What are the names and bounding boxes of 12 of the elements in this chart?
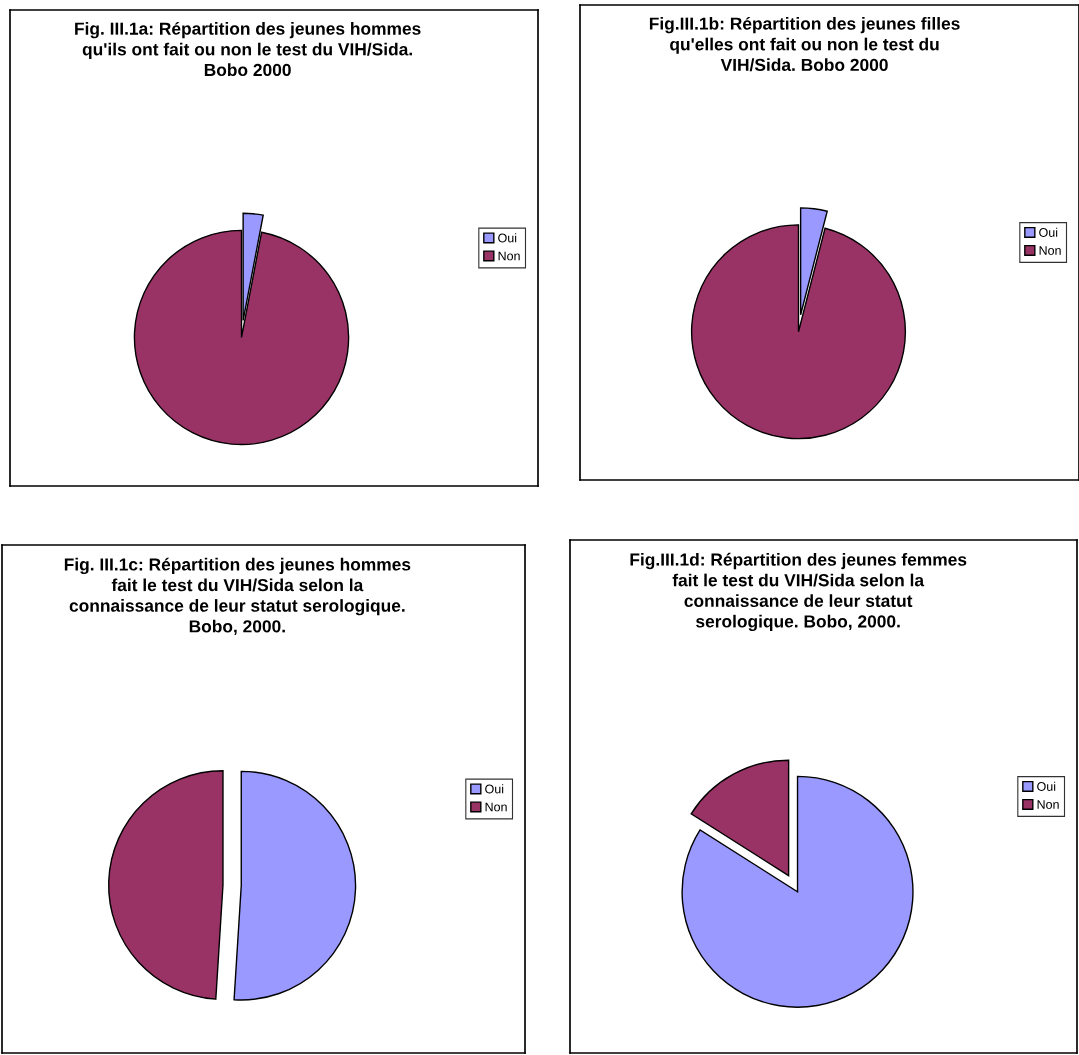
legend-label: Non bbox=[1037, 800, 1059, 809]
legend-label: Oui bbox=[485, 784, 504, 794]
chart-title: Fig.III.1d: Répartition des jeunes femmes fait le test du VIH/Sida selon la connaissance de leur statut serologique. Bobo, 2000. bbox=[630, 552, 967, 632]
chart-title: Fig. III.1a: Répartition des jeunes hommes qu'ils ont fait ou non le test du VIH/Sida. Bobo 2000 bbox=[75, 21, 421, 77]
legend-label: Oui bbox=[1039, 227, 1058, 237]
chart-title: Fig. III.1c: Répartition des jeunes hommes fait le test du VIH/Sida selon la connaissance de leur statut serologique. Bobo, 2000. bbox=[64, 557, 411, 636]
legend-label: Non bbox=[498, 251, 520, 261]
legend-label: Oui bbox=[1037, 781, 1056, 791]
legend-label: Non bbox=[1039, 246, 1061, 255]
legend-label: Oui bbox=[498, 233, 517, 243]
legend-label: Non bbox=[485, 802, 507, 812]
chart-title: Fig.III.1b: Répartition des jeunes filles qu'elles ont fait ou non le test du VIH/Sida. Bobo 2000 bbox=[649, 16, 960, 72]
